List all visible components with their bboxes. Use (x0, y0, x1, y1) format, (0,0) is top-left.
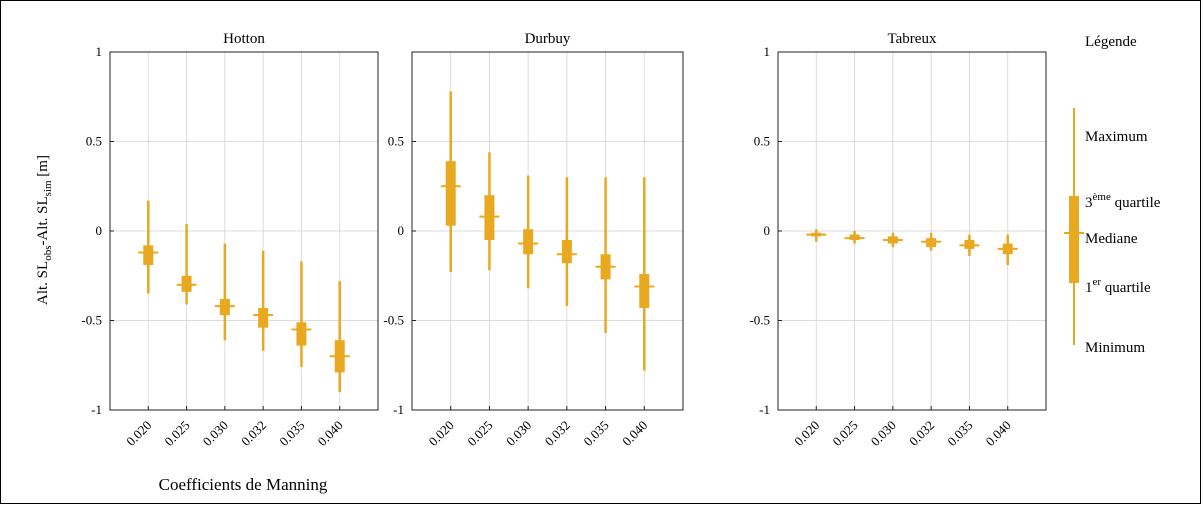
box-iqr (639, 273, 650, 308)
panel-title: Hotton (223, 31, 265, 47)
x-tick-label: 0.035 (276, 418, 307, 449)
x-tick-label: 0.032 (542, 418, 573, 449)
box-iqr (143, 245, 154, 266)
y-tick-label: 0 (398, 223, 405, 238)
x-tick-label: 0.040 (315, 418, 346, 449)
panel-title: Tabreux (888, 31, 937, 47)
y-axis-label-sub-obs: obs (42, 246, 54, 261)
x-tick-label: 0.020 (791, 418, 822, 449)
y-axis-label-sub-sim: sim (42, 180, 54, 196)
x-tick-label: 0.040 (619, 418, 650, 449)
x-tick-label: 0.035 (944, 418, 975, 449)
y-tick-label: -0.5 (383, 313, 404, 328)
legend-maximum: Maximum (1085, 129, 1148, 145)
legend-median-label: Mediane (1085, 231, 1138, 247)
x-tick-label: 0.025 (829, 418, 860, 449)
x-tick-label: 0.032 (238, 418, 269, 449)
y-tick-label: -1 (393, 402, 404, 417)
y-axis-label: Alt. SLobs-Alt. SLsim [m] (35, 155, 54, 305)
box-iqr (258, 307, 269, 328)
legend-title: Légende (1085, 34, 1137, 50)
y-tick-label: 0.5 (388, 134, 404, 149)
legend-q1: 1er quartile (1085, 276, 1151, 296)
box-iqr (523, 229, 534, 255)
box-iqr (445, 161, 456, 226)
box-iqr (296, 322, 307, 346)
x-tick-label: 0.030 (200, 418, 231, 449)
y-tick-label: 0.5 (86, 134, 102, 149)
legend-q3: 3ème quartile (1085, 191, 1161, 211)
legend-minimum: Minimum (1085, 340, 1145, 356)
panel-title: Durbuy (525, 31, 571, 47)
y-tick-label: 0 (764, 223, 771, 238)
x-tick-label: 0.020 (426, 418, 457, 449)
y-tick-label: 1 (764, 44, 771, 59)
y-tick-label: 0.5 (754, 134, 770, 149)
x-tick-label: 0.030 (868, 418, 899, 449)
y-tick-label: -1 (91, 402, 102, 417)
x-tick-label: 0.040 (983, 418, 1014, 449)
x-tick-label: 0.025 (464, 418, 495, 449)
legend-box (1069, 196, 1079, 283)
y-tick-label: -1 (759, 402, 770, 417)
x-axis-label: Coefficients de Manning (159, 475, 328, 494)
box-iqr (561, 239, 572, 264)
x-tick-label: 0.030 (503, 418, 534, 449)
y-tick-label: -0.5 (749, 313, 770, 328)
legend: Légende Maximum 3ème quartile Mediane 1e… (1064, 34, 1161, 356)
y-tick-label: 0 (96, 223, 103, 238)
y-tick-label: -0.5 (81, 313, 102, 328)
y-tick-label: 1 (96, 44, 103, 59)
x-tick-label: 0.020 (123, 418, 154, 449)
x-tick-label: 0.035 (580, 418, 611, 449)
x-tick-label: 0.025 (161, 418, 192, 449)
x-tick-label: 0.032 (906, 418, 937, 449)
